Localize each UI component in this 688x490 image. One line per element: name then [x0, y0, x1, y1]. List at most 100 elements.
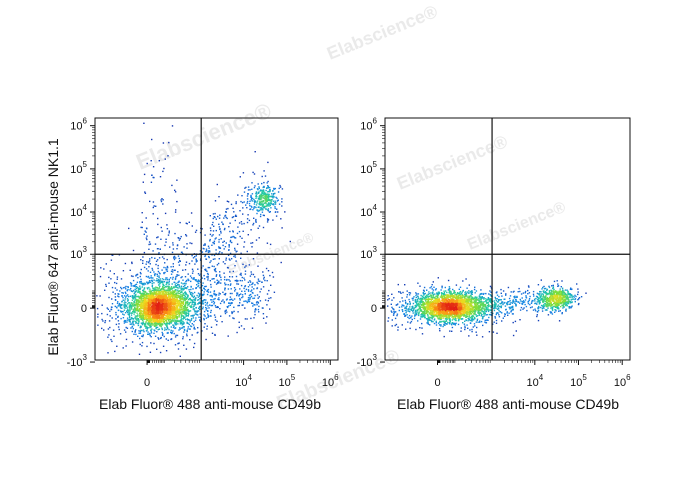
event-dot: [254, 304, 256, 306]
event-dot: [173, 317, 175, 319]
event-dot: [180, 276, 182, 279]
event-dot: [172, 265, 174, 268]
event-dot: [204, 243, 206, 245]
event-dot: [171, 251, 174, 254]
event-dot: [214, 281, 216, 283]
event-dot: [204, 323, 206, 325]
event-dot: [124, 312, 127, 314]
event-dot: [130, 283, 133, 285]
event-dot: [138, 320, 140, 322]
event-dot: [179, 307, 181, 309]
event-dot: [187, 304, 189, 307]
event-dot: [148, 309, 150, 311]
event-dot: [123, 320, 125, 322]
event-dot: [119, 306, 121, 308]
event-dot: [163, 304, 165, 306]
event-dot: [194, 299, 196, 301]
event-dot: [266, 218, 269, 220]
event-dot: [125, 305, 127, 307]
event-dot: [238, 304, 240, 307]
event-dot: [150, 323, 152, 325]
event-dot: [153, 309, 155, 311]
event-dot: [135, 275, 137, 277]
event-dot: [272, 190, 274, 192]
event-dot: [261, 211, 264, 213]
event-dot: [238, 295, 240, 297]
event-dot: [240, 257, 242, 259]
event-dot: [205, 248, 208, 250]
event-dot: [187, 328, 189, 330]
event-dot: [152, 319, 155, 321]
event-dot: [144, 310, 146, 312]
event-dot: [153, 301, 155, 303]
event-dot: [167, 309, 170, 311]
event-dot: [154, 273, 157, 275]
event-dot: [215, 249, 217, 251]
event-dot: [131, 295, 134, 297]
event-dot: [476, 305, 478, 308]
event-dot: [182, 336, 184, 338]
event-dot: [129, 304, 131, 306]
event-dot: [123, 295, 126, 297]
event-dot: [461, 291, 463, 293]
watermark-text: Elabscience®: [465, 199, 568, 254]
event-dot: [271, 193, 273, 195]
event-dot: [136, 306, 139, 309]
event-dot: [138, 330, 140, 332]
event-dot: [255, 239, 258, 241]
event-dot: [216, 183, 218, 186]
event-dot: [149, 323, 151, 325]
event-dot: [208, 256, 210, 259]
event-dot: [262, 274, 265, 277]
event-dot: [146, 293, 148, 296]
event-dot: [187, 319, 189, 321]
event-dot: [156, 331, 158, 333]
event-dot: [127, 286, 129, 288]
event-dot: [146, 261, 148, 263]
event-dot: [154, 322, 156, 324]
event-dot: [137, 314, 139, 316]
event-dot: [176, 297, 178, 299]
event-dot: [154, 314, 156, 317]
event-dot: [163, 317, 166, 319]
event-dot: [143, 305, 145, 308]
event-dot: [154, 243, 157, 245]
event-dot: [171, 312, 174, 315]
event-dot: [185, 311, 187, 313]
event-dot: [264, 175, 267, 177]
event-dot: [135, 307, 137, 310]
event-dot: [159, 296, 161, 298]
event-dot: [275, 211, 277, 213]
event-dot: [246, 218, 249, 220]
event-dot: [157, 298, 160, 300]
event-dot: [197, 331, 199, 334]
event-dot: [185, 297, 188, 299]
event-dot: [123, 307, 126, 309]
event-dot: [133, 284, 135, 287]
event-dot: [132, 310, 134, 313]
event-dot: [215, 283, 218, 285]
event-dot: [250, 208, 252, 210]
event-dot: [224, 276, 226, 278]
event-dot: [140, 280, 142, 283]
event-dot: [250, 195, 252, 198]
event-dot: [105, 283, 107, 286]
event-dot: [162, 292, 164, 294]
event-dot: [201, 289, 203, 292]
event-dot: [147, 306, 150, 308]
event-dot: [163, 278, 165, 281]
event-dot: [160, 238, 162, 240]
event-dot: [255, 309, 257, 311]
event-dot: [140, 273, 142, 275]
event-dot: [182, 283, 184, 285]
event-dot: [246, 301, 248, 304]
event-dot: [135, 320, 137, 323]
event-dot: [133, 308, 135, 310]
event-dot: [186, 295, 189, 297]
event-dot: [178, 316, 180, 318]
event-dot: [152, 312, 154, 314]
event-dot: [153, 321, 155, 323]
event-dot: [243, 191, 246, 193]
event-dot: [122, 347, 124, 349]
event-dot: [179, 297, 181, 299]
